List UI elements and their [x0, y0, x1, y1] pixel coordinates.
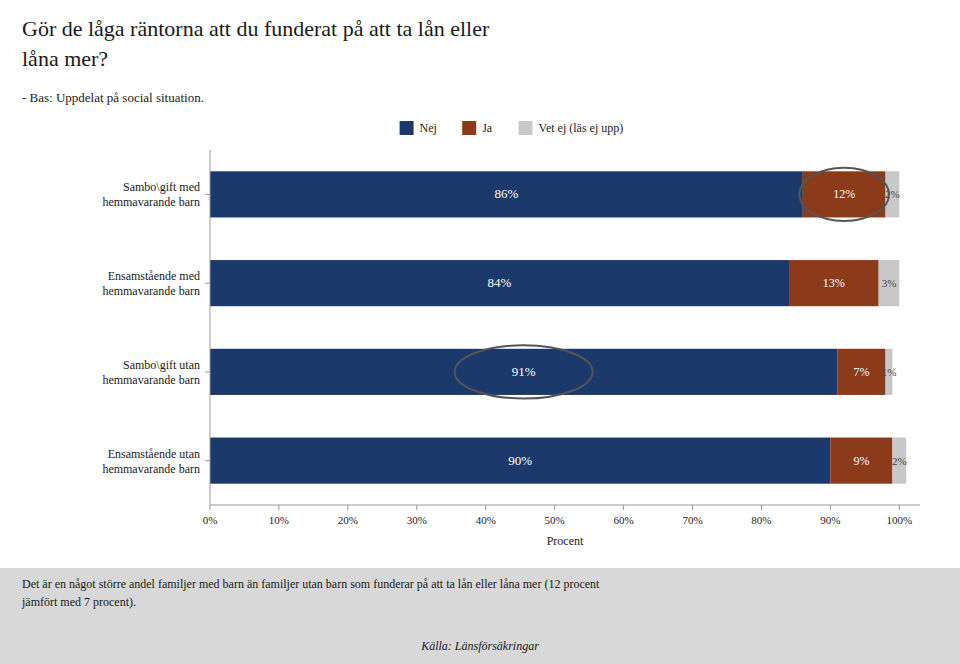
- background: [0, 0, 960, 664]
- bar-segment: [837, 349, 885, 395]
- legend-swatch: [400, 121, 414, 135]
- x-tick: [416, 505, 417, 510]
- x-tick: [623, 505, 624, 510]
- x-tick-label: 80%: [751, 514, 771, 526]
- x-tick-label: 10%: [269, 514, 289, 526]
- x-tick: [210, 505, 211, 510]
- y-tick: [205, 194, 210, 195]
- x-tick-label: 40%: [476, 514, 496, 526]
- legend-swatch: [462, 121, 476, 135]
- highlight-ellipse: [455, 345, 593, 398]
- x-tick-label: 30%: [407, 514, 427, 526]
- legend-label: Ja: [482, 121, 493, 135]
- x-tick: [347, 505, 348, 510]
- bar-segment: [210, 260, 789, 306]
- data-label: 2%: [892, 455, 907, 467]
- category-label: Ensamstående utanhemmavarande barn: [102, 447, 200, 476]
- data-label: 86%: [494, 186, 518, 201]
- x-tick-label: 70%: [682, 514, 702, 526]
- source: Källa: Länsförsäkringar: [420, 639, 539, 653]
- data-label: 3%: [882, 277, 897, 289]
- x-tick: [830, 505, 831, 510]
- x-axis-label: Procent: [547, 534, 584, 548]
- bar-segment: [886, 171, 900, 217]
- data-label: 2%: [885, 188, 900, 200]
- x-tick-label: 20%: [338, 514, 358, 526]
- y-tick: [205, 283, 210, 284]
- bar-segment: [210, 349, 837, 395]
- bar-segment: [789, 260, 879, 306]
- x-tick-label: 90%: [820, 514, 840, 526]
- y-axis-line: [210, 150, 211, 505]
- x-tick: [899, 505, 900, 510]
- data-label: 91%: [512, 364, 536, 379]
- subtitle: - Bas: Uppdelat på social situation.: [22, 90, 204, 105]
- highlight-ellipse: [799, 168, 889, 221]
- data-label: 13%: [823, 276, 845, 290]
- highlights: [455, 168, 889, 399]
- legend-swatch: [519, 121, 533, 135]
- x-tick: [692, 505, 693, 510]
- chart-svg: Gör de låga räntorna att du funderat på …: [0, 0, 960, 664]
- x-tick-label: 60%: [614, 514, 634, 526]
- bar-segment: [879, 260, 900, 306]
- y-tick: [205, 371, 210, 372]
- bar-segment: [830, 438, 892, 484]
- data-labels: 86% 12% 2% 84% 13% 3% 91% 7% 1% 90% 9% 2%: [488, 186, 907, 467]
- footnote-box: [0, 568, 960, 664]
- category-label: Ensamstående medhemmavarande barn: [102, 269, 200, 298]
- data-label: 7%: [853, 365, 869, 379]
- data-label: 84%: [488, 275, 512, 290]
- x-tick: [761, 505, 762, 510]
- data-label: 9%: [853, 454, 869, 468]
- footnote: Det är en något större andel familjer me…: [21, 577, 600, 609]
- x-tick: [278, 505, 279, 510]
- x-tick: [485, 505, 486, 510]
- bars: [210, 171, 906, 483]
- legend-label: Nej: [420, 121, 437, 135]
- bar-segment: [892, 438, 906, 484]
- bar-segment: [210, 171, 803, 217]
- bar-segment: [210, 438, 830, 484]
- legend: Nej Ja Vet ej (läs ej upp): [400, 121, 624, 135]
- data-label: 90%: [508, 453, 532, 468]
- data-label: 1%: [882, 366, 897, 378]
- legend-label: Vet ej (läs ej upp): [539, 121, 624, 135]
- x-tick: [554, 505, 555, 510]
- title: Gör de låga räntorna att du funderat på …: [22, 16, 490, 71]
- x-tick-label: 100%: [886, 514, 912, 526]
- x-tick-label: 0%: [203, 514, 218, 526]
- x-tick-label: 50%: [545, 514, 565, 526]
- category-label: Sambo\gift utanhemmavarande barn: [102, 358, 200, 387]
- data-label: 12%: [833, 187, 855, 201]
- category-label: Sambo\gift medhemmavarande barn: [102, 180, 200, 209]
- bar-segment: [803, 171, 886, 217]
- y-tick: [205, 460, 210, 461]
- x-axis-line: [210, 505, 920, 506]
